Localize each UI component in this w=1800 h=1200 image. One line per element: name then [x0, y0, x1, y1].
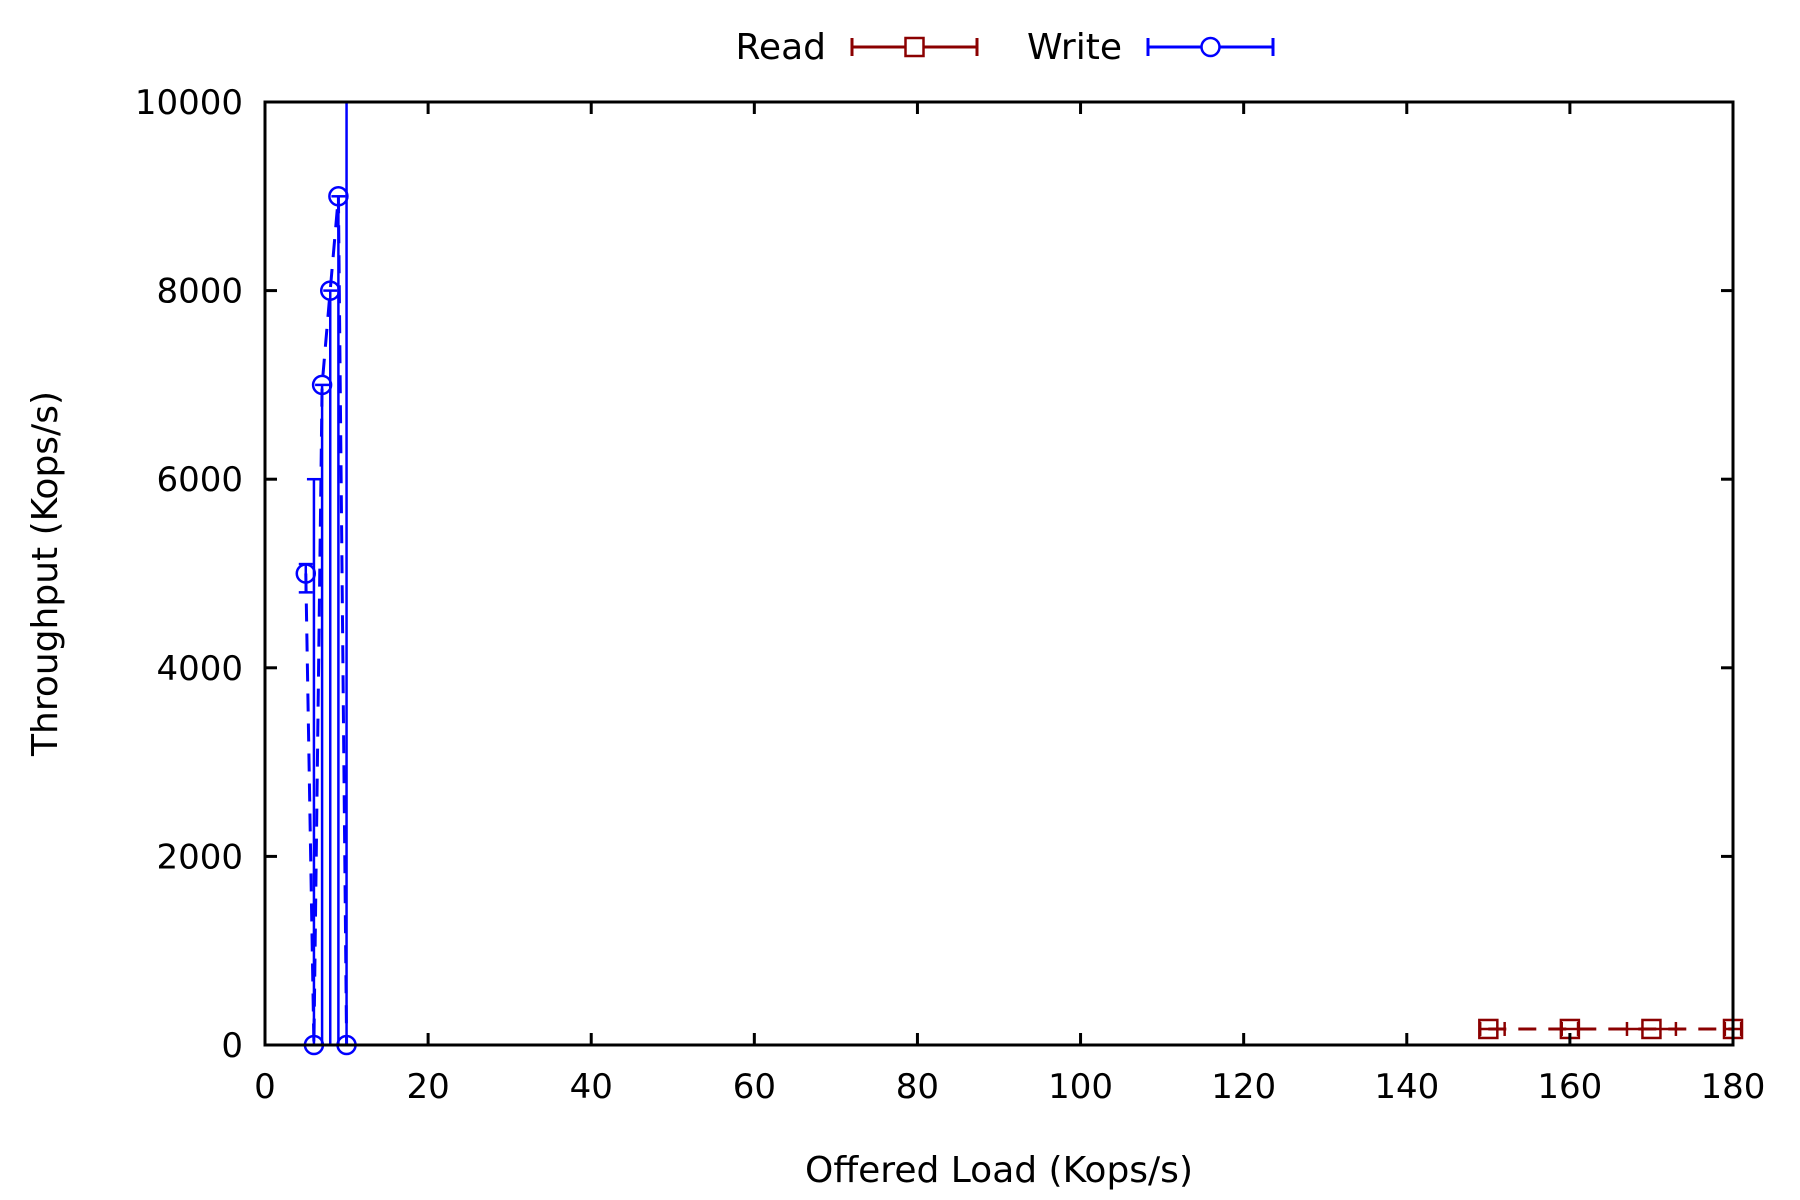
write-line [304, 196, 349, 1046]
legend-entry-write: Write [1027, 27, 1275, 68]
x-tick-label: 140 [1374, 1067, 1439, 1107]
plot-frame [263, 100, 1735, 1047]
x-tick-label: 20 [406, 1067, 449, 1107]
x-axis-ticks: 0 20 40 60 80 100 120 140 160 180 [254, 102, 1765, 1107]
series-layer [295, 100, 1744, 1056]
y-axis-title: Throughput (Kops/s) [25, 391, 66, 757]
y-tick-label: 8000 [156, 272, 243, 312]
x-tick-label: 180 [1701, 1067, 1766, 1107]
y-tick-label: 4000 [156, 649, 243, 689]
y-tick-label: 0 [221, 1026, 243, 1066]
legend: Read Write [736, 27, 1275, 68]
x-tick-label: 100 [1048, 1067, 1113, 1107]
legend-label-read: Read [736, 27, 826, 68]
legend-label-write: Write [1027, 27, 1122, 68]
series-read [1478, 1018, 1744, 1040]
y-tick-label: 2000 [156, 837, 243, 877]
x-tick-label: 0 [254, 1067, 276, 1107]
y-axis-ticks: 0 2000 4000 6000 8000 10000 [135, 83, 1733, 1066]
x-tick-label: 80 [896, 1067, 939, 1107]
series-write [295, 100, 357, 1056]
legend-marker-write [1200, 36, 1221, 58]
y-tick-label: 6000 [156, 460, 243, 500]
x-tick-label: 160 [1537, 1067, 1602, 1107]
y-tick-label: 10000 [135, 83, 243, 123]
x-tick-label: 60 [733, 1067, 776, 1107]
x-tick-label: 120 [1211, 1067, 1276, 1107]
read-point [1641, 1018, 1662, 1040]
legend-marker-read [904, 36, 925, 58]
read-point [1478, 1018, 1499, 1040]
legend-entry-read: Read [736, 27, 979, 68]
x-tick-label: 40 [570, 1067, 613, 1107]
x-axis-title: Offered Load (Kops/s) [805, 1150, 1193, 1191]
